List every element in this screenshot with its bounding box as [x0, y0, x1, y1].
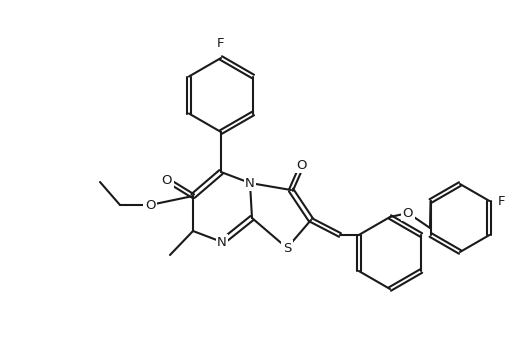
- Text: O: O: [162, 173, 172, 186]
- Text: O: O: [297, 159, 307, 172]
- Text: F: F: [217, 37, 225, 50]
- Text: O: O: [145, 198, 155, 212]
- Text: O: O: [403, 206, 413, 219]
- Text: N: N: [245, 176, 255, 190]
- Text: N: N: [217, 236, 227, 248]
- Text: F: F: [497, 194, 505, 207]
- Text: S: S: [283, 241, 291, 255]
